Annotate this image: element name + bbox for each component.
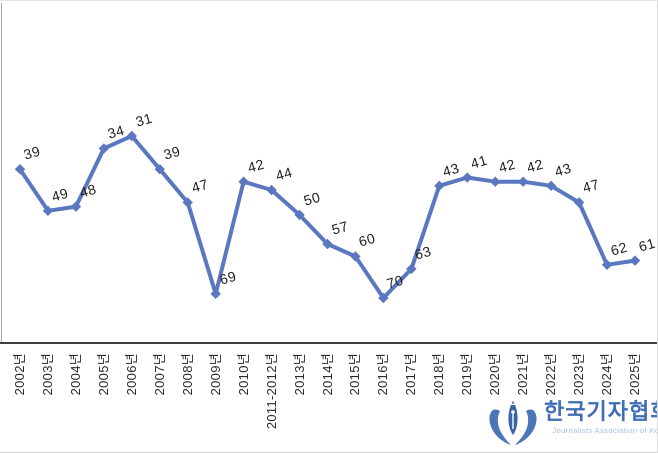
data-label: 50: [301, 188, 322, 209]
data-label: 60: [357, 230, 378, 251]
data-label: 48: [77, 180, 99, 201]
x-axis-tick-label: 2015년: [347, 353, 363, 396]
rank-marker: [154, 164, 165, 175]
rank-marker: [238, 176, 249, 187]
rank-marker: [322, 238, 333, 250]
x-axis-tick-label: 2005년: [95, 353, 111, 396]
rank-marker: [182, 197, 193, 208]
x-axis-tick-label: 2007년: [151, 353, 167, 396]
jak-logo-icon: [489, 401, 537, 445]
rank-marker: [266, 184, 277, 196]
data-label: 57: [329, 217, 350, 238]
rank-marker: [601, 259, 613, 270]
data-label: 42: [497, 155, 518, 176]
data-label: 34: [105, 122, 127, 143]
rank-marker: [378, 292, 389, 304]
rank-marker: [406, 263, 417, 275]
rank-line: [18, 134, 637, 300]
x-axis-tick-label: 2004년: [67, 353, 83, 396]
jak-logo-text: 한국기자협회 Journalists Association of Korea: [544, 399, 657, 435]
rank-marker: [573, 197, 585, 208]
rank-marker: [42, 205, 54, 216]
jak-logo: 한국기자협회 Journalists Association of Korea: [486, 399, 657, 449]
data-label: 63: [413, 242, 434, 263]
x-axis-tick-label: 2009년: [207, 353, 223, 396]
data-label: 43: [441, 159, 462, 180]
x-axis-tick-label: 2014년: [319, 353, 335, 396]
data-label: 47: [189, 176, 210, 197]
rank-marker: [294, 209, 305, 221]
data-label: 43: [552, 159, 574, 180]
rank-marker: [210, 288, 221, 300]
data-label: 39: [161, 142, 182, 163]
x-axis-tick-label: 2017년: [403, 353, 419, 396]
rank-marker: [629, 255, 641, 266]
rank-marker: [350, 251, 361, 262]
rank-marker: [14, 164, 26, 175]
data-label: 41: [469, 151, 490, 172]
data-label: 69: [217, 267, 238, 288]
rank-marker: [70, 201, 82, 212]
data-label: 61: [636, 234, 658, 255]
x-axis-tick-label: 2016년: [375, 353, 391, 396]
rank-marker: [434, 180, 445, 192]
rank-marker: [490, 176, 501, 187]
line-series: [14, 130, 641, 304]
jak-logo-english: Journalists Association of Korea: [552, 426, 657, 435]
rank-marker: [462, 172, 473, 183]
rank-marker: [517, 176, 529, 187]
data-label: 47: [580, 176, 602, 197]
data-label: 42: [524, 155, 546, 176]
x-axis-tick-label: 2006년: [123, 353, 139, 396]
data-label: 62: [608, 238, 630, 259]
x-axis-tick-label: 2019년: [459, 353, 475, 396]
data-label: 44: [273, 163, 294, 184]
rank-marker: [545, 180, 557, 192]
x-axis-tick-label: 2013년: [291, 353, 307, 396]
data-label: 49: [49, 184, 71, 205]
x-axis-tick-label: 2003년: [39, 353, 55, 396]
y-axis-line: [1, 3, 2, 342]
rank-marker: [126, 130, 138, 142]
x-axis-tick-label: 2018년: [431, 353, 447, 396]
rank-markers: [14, 130, 641, 304]
jak-logo-korean: 한국기자협회: [544, 399, 657, 424]
x-axis-tick-label: 2008년: [179, 353, 195, 396]
data-label: 39: [21, 142, 43, 163]
x-axis-tick-label: 2002년: [12, 353, 27, 396]
x-axis-tick-label: 2011-2012년: [263, 353, 279, 430]
x-axis-line: [0, 342, 657, 344]
data-label: 42: [245, 155, 266, 176]
data-label: 31: [133, 109, 154, 130]
x-axis-tick-label: 2010년: [235, 353, 251, 396]
data-label: 70: [385, 271, 406, 292]
rank-marker: [98, 143, 110, 154]
